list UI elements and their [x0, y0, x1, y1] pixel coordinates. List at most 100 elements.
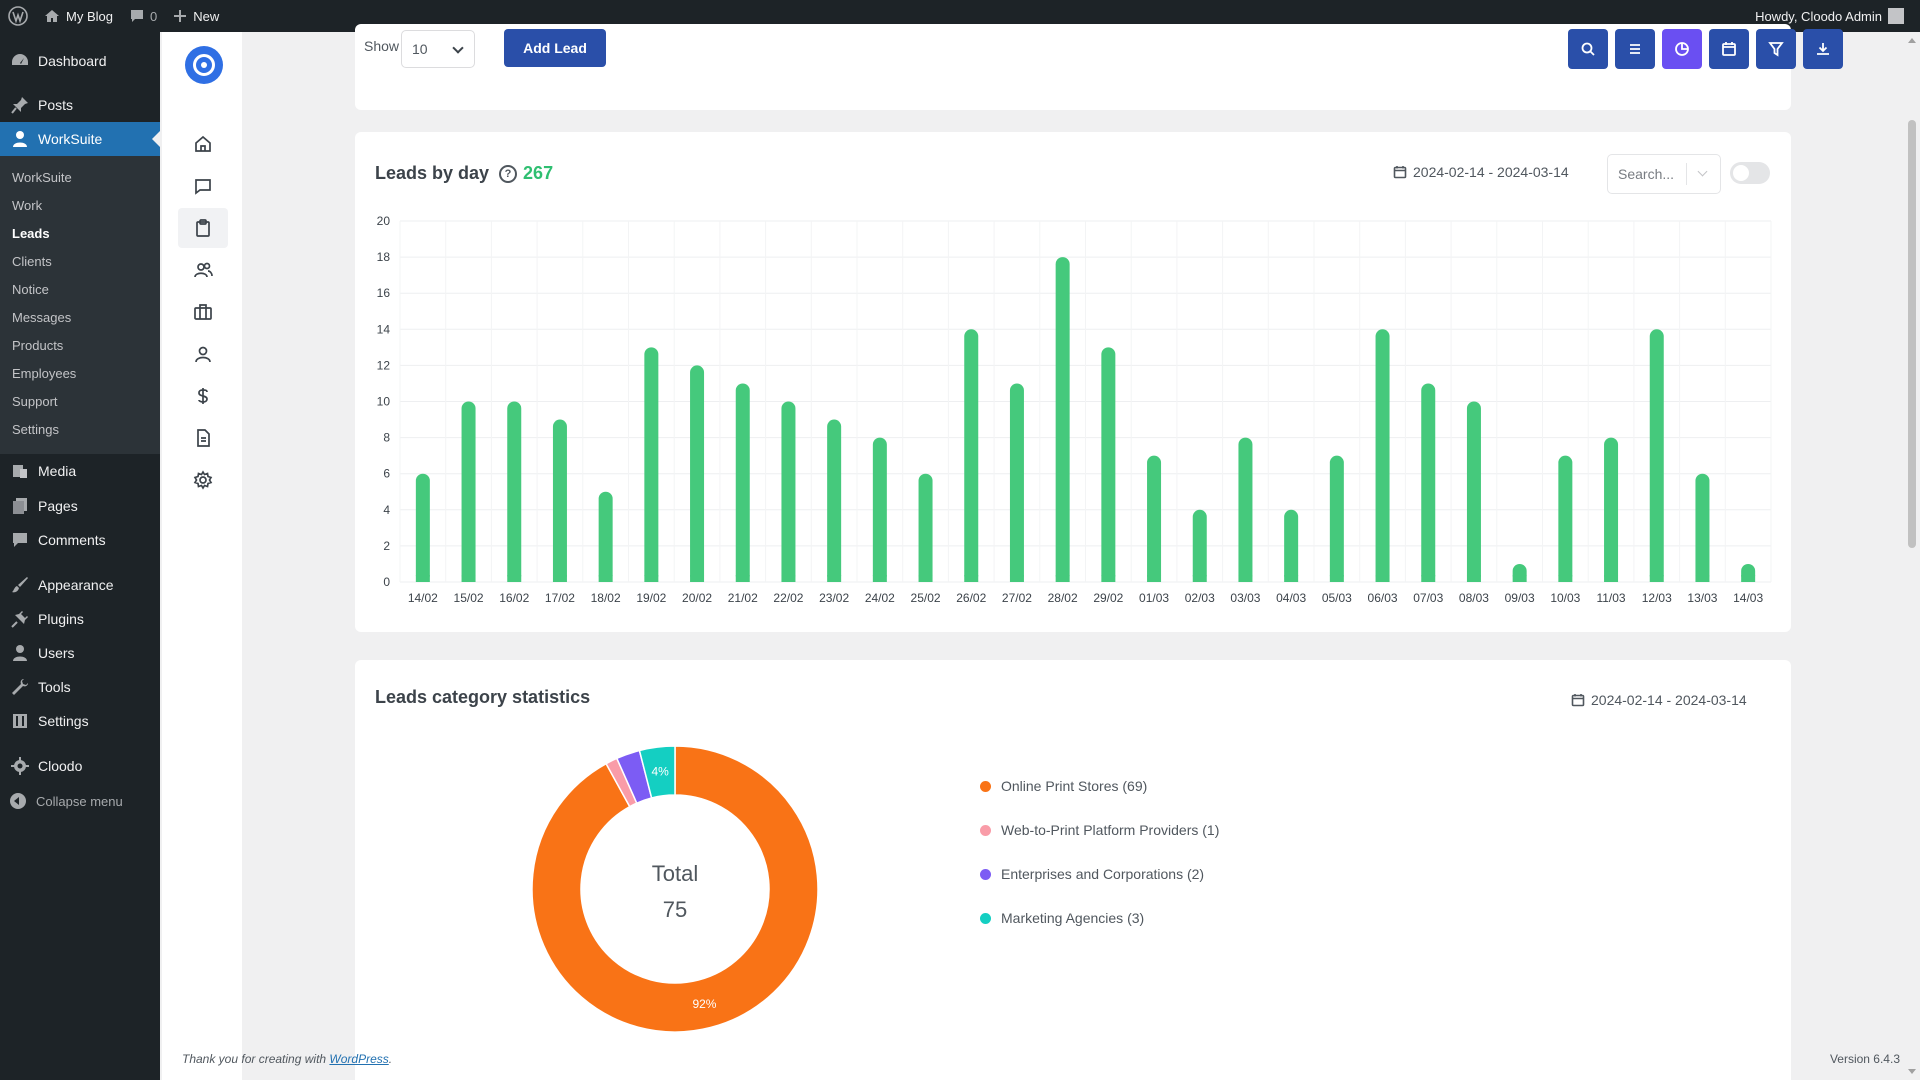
briefcase-icon[interactable] [178, 292, 228, 332]
settings-icon [10, 711, 30, 731]
x-tick-label: 22/02 [773, 591, 803, 605]
calendar-view-button[interactable] [1709, 29, 1749, 69]
y-tick-label: 2 [383, 539, 390, 553]
category-search-select[interactable]: Search... [1607, 154, 1721, 194]
legend-item[interactable]: Enterprises and Corporations (2) [980, 852, 1219, 896]
menu-appearance[interactable]: Appearance [0, 568, 160, 602]
filter-icon [1768, 42, 1784, 57]
submenu-leads[interactable]: Leads [12, 226, 50, 241]
chat-icon[interactable] [178, 166, 228, 206]
bar-base [964, 575, 979, 582]
menu-settings[interactable]: Settings [0, 704, 160, 738]
category-donut-chart: 92% 4% Total 75 [531, 745, 819, 1033]
submenu-work[interactable]: Work [12, 198, 43, 213]
bar-base [552, 575, 567, 582]
x-tick-label: 03/03 [1230, 591, 1260, 605]
legend-swatch [980, 824, 991, 836]
menu-label: Comments [38, 532, 106, 548]
menu-pages[interactable]: Pages [0, 489, 160, 523]
person-icon[interactable] [178, 334, 228, 374]
bar [1192, 509, 1207, 582]
leads-total: 267 [523, 163, 554, 183]
legend-item[interactable]: Online Print Stores (69) [980, 764, 1219, 808]
menu-comments[interactable]: Comments [0, 523, 160, 557]
clipboard-icon[interactable] [178, 208, 228, 248]
menu-users[interactable]: Users [0, 636, 160, 670]
wordpress-link[interactable]: WordPress [329, 1052, 389, 1066]
show-entries-select[interactable]: 10 [401, 30, 475, 68]
bar [1649, 329, 1664, 582]
filter-button[interactable] [1756, 29, 1796, 69]
x-tick-label: 24/02 [865, 591, 895, 605]
bar [415, 473, 430, 582]
help-icon[interactable]: ? [499, 164, 518, 183]
add-lead-button[interactable]: Add Lead [504, 29, 606, 67]
worksuite-rail [162, 32, 242, 1080]
new-content-link[interactable]: New [165, 0, 227, 32]
search-button[interactable] [1568, 29, 1608, 69]
submenu-settings[interactable]: Settings [12, 422, 59, 437]
comment-icon [129, 8, 145, 24]
y-tick-label: 0 [383, 575, 390, 589]
menu-plugins[interactable]: Plugins [0, 602, 160, 636]
date-range-text: 2024-02-14 - 2024-03-14 [1413, 164, 1569, 180]
submenu-employees[interactable]: Employees [12, 366, 77, 381]
export-button[interactable] [1803, 29, 1843, 69]
submenu-worksuite[interactable]: WorkSuite [12, 170, 72, 185]
date-range-picker[interactable]: 2024-02-14 - 2024-03-14 [1571, 692, 1747, 708]
x-tick-label: 07/03 [1413, 591, 1443, 605]
comments-link[interactable]: 0 [121, 0, 165, 32]
bar-base [827, 575, 842, 582]
scroll-thumb[interactable] [1908, 120, 1916, 548]
document-icon[interactable] [178, 418, 228, 458]
worksuite-logo-icon[interactable] [185, 46, 223, 84]
menu-dashboard[interactable]: Dashboard [0, 44, 160, 78]
chart-view-button[interactable] [1662, 29, 1702, 69]
submenu-support[interactable]: Support [12, 394, 58, 409]
home-icon[interactable] [178, 124, 228, 164]
bar [1055, 257, 1070, 582]
plug-icon [10, 609, 30, 629]
collapse-menu-button[interactable]: Collapse menu [10, 793, 123, 809]
submenu-messages[interactable]: Messages [12, 310, 72, 325]
bar-base [1421, 575, 1436, 582]
gear-icon [10, 756, 30, 776]
users-icon [10, 643, 30, 663]
bar [827, 419, 842, 582]
legend-item[interactable]: Web-to-Print Platform Providers (1) [980, 808, 1219, 852]
y-tick-label: 12 [377, 358, 391, 372]
menu-label: Users [38, 645, 75, 661]
home-icon [44, 8, 60, 24]
menu-tools[interactable]: Tools [0, 670, 160, 704]
scroll-down-arrow[interactable] [1908, 1069, 1916, 1074]
menu-cloodo[interactable]: Cloodo [0, 749, 160, 783]
bar-base [781, 575, 796, 582]
legend-item[interactable]: Marketing Agencies (3) [980, 896, 1219, 940]
x-tick-label: 25/02 [911, 591, 941, 605]
bar-base [1192, 575, 1207, 582]
people-icon[interactable] [178, 250, 228, 290]
submenu-clients[interactable]: Clients [12, 254, 52, 269]
submenu-notice[interactable]: Notice [12, 282, 49, 297]
wordpress-logo-icon[interactable] [0, 0, 36, 32]
slice-label: 92% [692, 997, 716, 1011]
x-tick-label: 14/03 [1733, 591, 1763, 605]
my-account[interactable]: Howdy, Cloodo Admin [1747, 0, 1912, 32]
page-scrollbar[interactable] [1904, 32, 1920, 1080]
bar [918, 473, 933, 582]
menu-posts[interactable]: Posts [0, 88, 160, 122]
scroll-up-arrow[interactable] [1908, 38, 1916, 43]
bar [507, 401, 522, 582]
chart-toggle[interactable] [1730, 162, 1770, 184]
menu-media[interactable]: Media [0, 454, 160, 488]
submenu-products[interactable]: Products [12, 338, 64, 353]
date-range-picker[interactable]: 2024-02-14 - 2024-03-14 [1393, 164, 1569, 180]
y-tick-label: 4 [383, 503, 390, 517]
legend-label: Online Print Stores (69) [1001, 778, 1148, 794]
site-name-link[interactable]: My Blog [36, 0, 121, 32]
menu-worksuite[interactable]: WorkSuite [0, 122, 160, 156]
settings-icon[interactable] [178, 460, 228, 500]
list-view-button[interactable] [1615, 29, 1655, 69]
bar-base [1375, 575, 1390, 582]
dollar-icon[interactable] [178, 376, 228, 416]
